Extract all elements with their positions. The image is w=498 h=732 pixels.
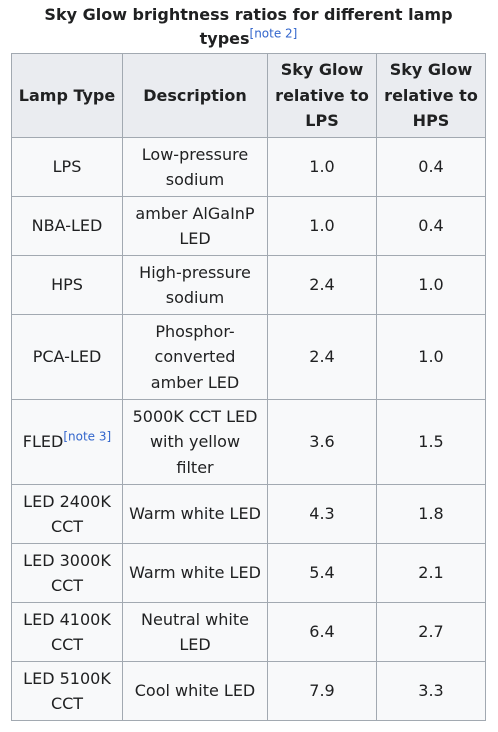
cell-description: Cool white LED (122, 661, 268, 721)
cell-relative-lps: 4.3 (267, 484, 377, 544)
cell-relative-hps: 3.3 (376, 661, 486, 721)
cell-relative-hps: 2.7 (376, 602, 486, 662)
cell-relative-hps: 2.1 (376, 543, 486, 603)
cell-lamp-type: HPS (11, 255, 123, 315)
lamp-type-text: FLED (22, 432, 64, 452)
header-lamp-type: Lamp Type (11, 53, 123, 138)
cell-relative-lps: 5.4 (267, 543, 377, 603)
cell-relative-lps: 1.0 (267, 137, 377, 197)
cell-relative-lps: 1.0 (267, 196, 377, 256)
cell-lamp-type: NBA-LED (11, 196, 123, 256)
cell-lamp-type: LPS (11, 137, 123, 197)
cell-lamp-type: FLED[note 3] (11, 399, 123, 485)
table-row: LPS Low-pressure sodium 1.0 0.4 (11, 137, 486, 197)
cell-description: High-pressure sodium (122, 255, 268, 315)
table-row: FLED[note 3] 5000K CCT LED with yellow f… (11, 399, 486, 485)
cell-lamp-type: LED 2400K CCT (11, 484, 123, 544)
cell-description: Warm white LED (122, 484, 268, 544)
table-row: LED 5100K CCT Cool white LED 7.9 3.3 (11, 661, 486, 721)
table-row: HPS High-pressure sodium 2.4 1.0 (11, 255, 486, 315)
cell-description: Neutral white LED (122, 602, 268, 662)
cell-relative-hps: 1.5 (376, 399, 486, 485)
table-caption: Sky Glow brightness ratios for different… (10, 3, 487, 51)
header-relative-lps: Sky Glow relative to LPS (267, 53, 377, 138)
cell-relative-lps: 6.4 (267, 602, 377, 662)
cell-lamp-type: PCA-LED (11, 314, 123, 400)
cell-lamp-type: LED 5100K CCT (11, 661, 123, 721)
sky-glow-table: Lamp Type Description Sky Glow relative … (11, 53, 486, 721)
cell-relative-lps: 2.4 (267, 255, 377, 315)
cell-description: Warm white LED (122, 543, 268, 603)
cell-relative-hps: 1.0 (376, 255, 486, 315)
cell-description: amber AlGaInP LED (122, 196, 268, 256)
cell-relative-lps: 2.4 (267, 314, 377, 400)
cell-description: 5000K CCT LED with yellow filter (122, 399, 268, 485)
cell-relative-hps: 1.0 (376, 314, 486, 400)
header-relative-hps: Sky Glow relative to HPS (376, 53, 486, 138)
caption-text: Sky Glow brightness ratios for different… (44, 5, 453, 48)
header-row: Lamp Type Description Sky Glow relative … (11, 53, 486, 138)
cell-relative-lps: 7.9 (267, 661, 377, 721)
cell-lamp-type: LED 4100K CCT (11, 602, 123, 662)
table-row: LED 4100K CCT Neutral white LED 6.4 2.7 (11, 602, 486, 662)
table-row: PCA-LED Phosphor-converted amber LED 2.4… (11, 314, 486, 400)
table-row: LED 2400K CCT Warm white LED 4.3 1.8 (11, 484, 486, 544)
header-description: Description (122, 53, 268, 138)
cell-relative-hps: 0.4 (376, 196, 486, 256)
table-row: LED 3000K CCT Warm white LED 5.4 2.1 (11, 543, 486, 603)
cell-description: Phosphor-converted amber LED (122, 314, 268, 400)
cell-description: Low-pressure sodium (122, 137, 268, 197)
cell-relative-hps: 1.8 (376, 484, 486, 544)
fled-note-link[interactable]: [note 3] (63, 429, 112, 444)
cell-relative-lps: 3.6 (267, 399, 377, 485)
caption-note-link[interactable]: [note 2] (249, 26, 298, 41)
cell-lamp-type: LED 3000K CCT (11, 543, 123, 603)
cell-relative-hps: 0.4 (376, 137, 486, 197)
table-row: NBA-LED amber AlGaInP LED 1.0 0.4 (11, 196, 486, 256)
